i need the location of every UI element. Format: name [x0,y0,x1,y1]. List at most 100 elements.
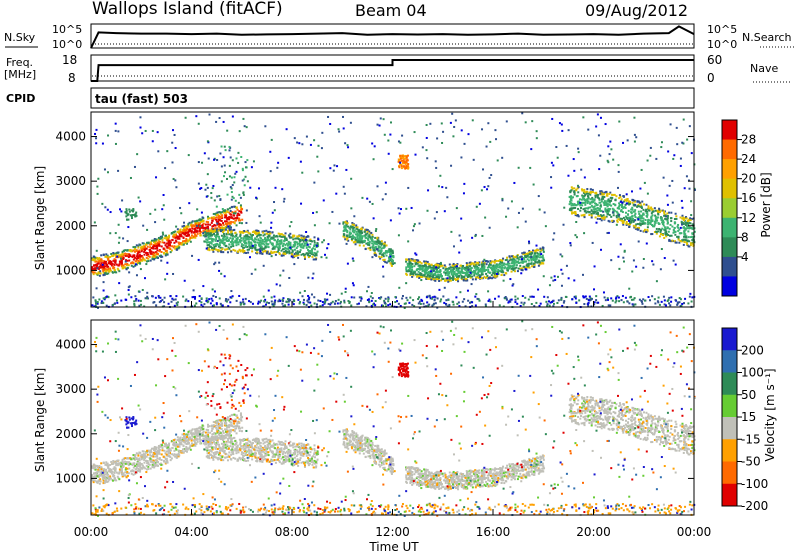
power-pixel [364,233,367,236]
power-pixel [366,197,369,200]
power-pixel [675,217,678,220]
power-pixel [333,164,336,167]
power-pixel [183,227,186,230]
power-pixel [121,250,124,253]
power-pixel [166,253,169,256]
power-pixel [684,234,687,237]
power-pixel [621,201,624,204]
power-pixel [460,275,463,278]
power-pixel [666,217,669,220]
power-pixel [301,238,304,241]
power-pixel [594,216,597,219]
power-pixel [669,304,672,307]
power-pixel [474,233,477,236]
power-pixel [690,152,693,155]
power-pixel [645,212,648,215]
power-pixel [653,225,656,228]
power-pixel [385,250,388,253]
power-pixel [366,290,369,293]
power-pixel [108,260,111,263]
power-pixel [113,268,116,271]
power-pixel [681,141,684,144]
power-pixel [488,226,491,229]
power-pixel [204,188,207,191]
power-pixel [165,249,168,252]
power-pixel [581,194,584,197]
power-pixel [527,262,530,265]
power-pixel [126,218,129,221]
power-pixel [133,302,136,305]
power-pixel [293,245,296,248]
power-pixel [370,231,373,234]
power-pixel [221,226,224,229]
power-pixel [471,275,474,278]
power-pixel [230,176,233,179]
power-pixel [628,220,631,223]
power-pixel [278,298,281,301]
power-pixel [161,239,164,242]
power-pixel [405,159,408,162]
power-pixel [327,243,330,246]
power-pixel [542,262,545,265]
power-pixel [429,275,432,278]
power-pixel [481,234,484,237]
power-pixel [665,232,668,235]
power-pixel [134,250,137,253]
power-pixel [307,235,310,238]
power-pixel [418,264,421,267]
power-pixel [309,301,312,304]
power-pixel [389,262,392,265]
power-pixel [215,218,218,221]
power-pixel [497,271,500,274]
power-pixel [364,235,367,238]
power-pixel [141,288,144,291]
cpid-value: tau (fast) 503 [95,92,188,106]
power-pixel [211,299,214,302]
power-pixel [608,213,611,216]
power-pixel [191,220,194,223]
power-pixel [207,236,210,239]
power-pixel [237,151,240,154]
power-pixel [109,232,112,235]
power-pixel [294,251,297,254]
power-pixel [188,221,191,224]
power-pixel [487,300,490,303]
power-pixel [426,274,429,277]
power-pixel [403,155,406,158]
power-pixel [366,299,369,302]
power-pixel [96,258,99,261]
power-pixel [653,224,656,227]
power-pixel [228,226,231,229]
power-pixel [454,265,457,268]
power-pixel [216,222,219,225]
power-pixel [679,157,682,160]
power-pixel [456,272,459,275]
power-pixel [532,257,535,260]
power-pixel [162,204,165,207]
noise-tick-right-top: 10^5 [707,23,737,36]
power-pixel [259,233,262,236]
power-pixel [691,227,694,230]
power-pixel [215,302,218,305]
power-pixel [533,249,536,252]
power-pixel [116,255,119,258]
power-pixel [164,278,167,281]
power-pixel [363,234,366,237]
power-pixel [256,232,259,235]
power-pixel [642,222,645,225]
power-pixel [616,220,619,223]
power-pixel [97,267,100,270]
power-pixel [608,207,611,210]
power-pixel [607,219,610,222]
power-pixel [104,206,107,209]
power-pixel [360,241,363,244]
power-pixel [221,304,224,307]
power-pixel [545,300,548,303]
power-pixel [425,275,428,278]
power-pixel [606,159,609,162]
power-pixel [345,223,348,226]
power-pixel [206,244,209,247]
power-pixel [278,246,281,249]
power-pixel [587,200,590,203]
power-pixel [637,205,640,208]
